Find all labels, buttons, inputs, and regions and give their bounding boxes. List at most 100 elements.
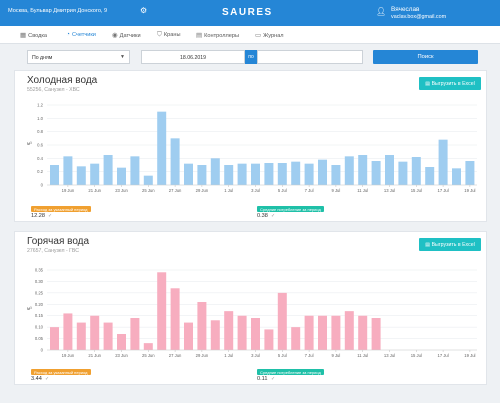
period-select[interactable]: По дням ▼: [27, 50, 130, 64]
controller-icon: ▤: [196, 32, 203, 39]
tab-controllers[interactable]: ▤ Контроллеры: [196, 31, 239, 39]
bar: [277, 163, 287, 185]
bar: [157, 272, 167, 350]
y-tick-label: 1.0: [37, 116, 43, 121]
y-tick-label: 0.8: [37, 129, 43, 134]
x-tick-label: 5 Jul: [278, 188, 287, 193]
x-tick-label: 15 Jul: [411, 353, 422, 358]
bar: [143, 175, 153, 185]
check-icon: ✓: [48, 213, 53, 219]
bar: [304, 315, 314, 350]
check-icon: ✓: [271, 213, 276, 219]
tab-meters[interactable]: ◔ Счетчики: [66, 31, 96, 38]
average-badge: Средние потребление за период: [257, 206, 324, 212]
card-title: Холодная вода: [27, 75, 98, 86]
bar: [331, 165, 341, 185]
bar: [237, 315, 247, 350]
bar: [304, 163, 314, 185]
bar: [438, 139, 448, 185]
meter-icon: ◔: [66, 31, 70, 38]
bar: [170, 138, 180, 185]
bar: [76, 166, 86, 185]
tab-label: Счетчики: [71, 32, 96, 38]
grid-icon: ▦: [20, 32, 27, 39]
top-bar: Москва, Бульвар Дмитрия Донского, 9 ⚙ SA…: [0, 0, 500, 26]
average-value: 0.11: [257, 376, 268, 382]
x-tick-label: 19 Jun: [62, 353, 75, 358]
x-tick-label: 25 Jun: [142, 353, 155, 358]
x-tick-label: 19 Jul: [464, 188, 475, 193]
y-tick-label: 0.35: [35, 268, 44, 273]
gear-icon[interactable]: ⚙: [140, 6, 148, 15]
bar: [117, 167, 126, 185]
y-tick-label: 0.30: [35, 279, 44, 284]
card-title: Горячая вода: [27, 236, 90, 247]
bar: [385, 155, 394, 185]
tab-summary[interactable]: ▦ Сводка: [20, 31, 47, 39]
tab-valves[interactable]: ⛉ Краны: [157, 31, 180, 39]
y-tick-label: 0.15: [35, 313, 44, 318]
export-excel-button[interactable]: ▤ Выгрузить в Excel: [419, 77, 481, 90]
tab-label: Контроллеры: [204, 33, 240, 39]
x-tick-label: 13 Jul: [384, 188, 395, 193]
x-tick-label: 11 Jul: [357, 353, 368, 358]
y-tick-label: 0.20: [35, 302, 44, 307]
user-icon[interactable]: 👤︎: [376, 7, 387, 16]
x-tick-label: 1 Jul: [224, 188, 233, 193]
y-tick-label: 0.6: [37, 143, 43, 148]
bar: [318, 315, 327, 350]
bar: [291, 161, 301, 185]
bar: [251, 318, 260, 350]
average-badge: Средние потребление за период: [257, 369, 324, 375]
bar: [210, 158, 220, 185]
bar: [398, 161, 408, 185]
average-value: 0.38: [257, 213, 268, 219]
bar: [344, 156, 354, 185]
hot-water-chart: 0 0.05 0.10 0.15 0.20 0.25 0.30 0.35 м³ 19 Jun 21 …: [27, 268, 477, 358]
bar: [76, 322, 86, 350]
check-icon: ✓: [45, 376, 50, 382]
bar: [63, 156, 73, 185]
bar: [197, 165, 207, 185]
bar: [264, 163, 274, 185]
bar: [452, 168, 461, 185]
search-button[interactable]: Поиск: [373, 50, 478, 64]
tab-sensors[interactable]: ◉ Датчики: [112, 31, 141, 39]
bar: [237, 163, 247, 185]
x-tick-label: 5 Jul: [278, 353, 287, 358]
y-tick-label: 0.2: [37, 169, 43, 174]
card-subtitle: 27657, Санузел - ГВС: [27, 248, 79, 254]
main-nav: ▦ Сводка ◔ Счетчики ◉ Датчики ⛉ Краны ▤ Контр…: [0, 26, 500, 44]
total-value: 3.44: [31, 376, 42, 382]
bar: [170, 288, 180, 350]
shield-icon: ⛉: [157, 31, 162, 38]
cold-water-chart: 0 0.2 0.4 0.6 0.8 1.0 1.2 м³ 19 Jun 21 Jun 23 Jun 2…: [27, 103, 477, 193]
tab-journal[interactable]: ▭ Журнал: [255, 31, 284, 39]
bar: [224, 311, 234, 350]
x-tick-label: 25 Jun: [142, 188, 155, 193]
bar: [411, 157, 421, 185]
brand-logo: SAURES: [222, 7, 273, 18]
bar: [251, 163, 260, 185]
tab-label: Краны: [163, 32, 181, 38]
date-to-input[interactable]: [257, 50, 363, 64]
date-from-input[interactable]: 18.06.2019: [141, 50, 245, 64]
x-tick-label: 3 Jul: [251, 188, 260, 193]
bar: [130, 156, 140, 185]
x-tick-label: 1 Jul: [224, 353, 233, 358]
export-excel-label: Выгрузить в Excel: [431, 81, 475, 87]
address-label[interactable]: Москва, Бульвар Дмитрия Донского, 9: [8, 8, 108, 14]
total-badge: Расход за указанный период: [31, 206, 91, 212]
x-tick-label: 21 Jun: [88, 353, 101, 358]
bar: [143, 343, 153, 350]
x-tick-label: 19 Jul: [464, 353, 475, 358]
export-excel-button[interactable]: ▤ Выгрузить в Excel: [419, 238, 481, 251]
x-tick-label: 11 Jul: [357, 188, 368, 193]
bar: [264, 329, 274, 350]
user-name[interactable]: Вячеслав: [391, 6, 420, 13]
export-excel-label: Выгрузить в Excel: [431, 242, 475, 248]
x-tick-label: 9 Jul: [331, 353, 340, 358]
bar: [63, 313, 73, 350]
bar: [103, 322, 113, 350]
y-tick-label: 0.10: [35, 325, 44, 330]
